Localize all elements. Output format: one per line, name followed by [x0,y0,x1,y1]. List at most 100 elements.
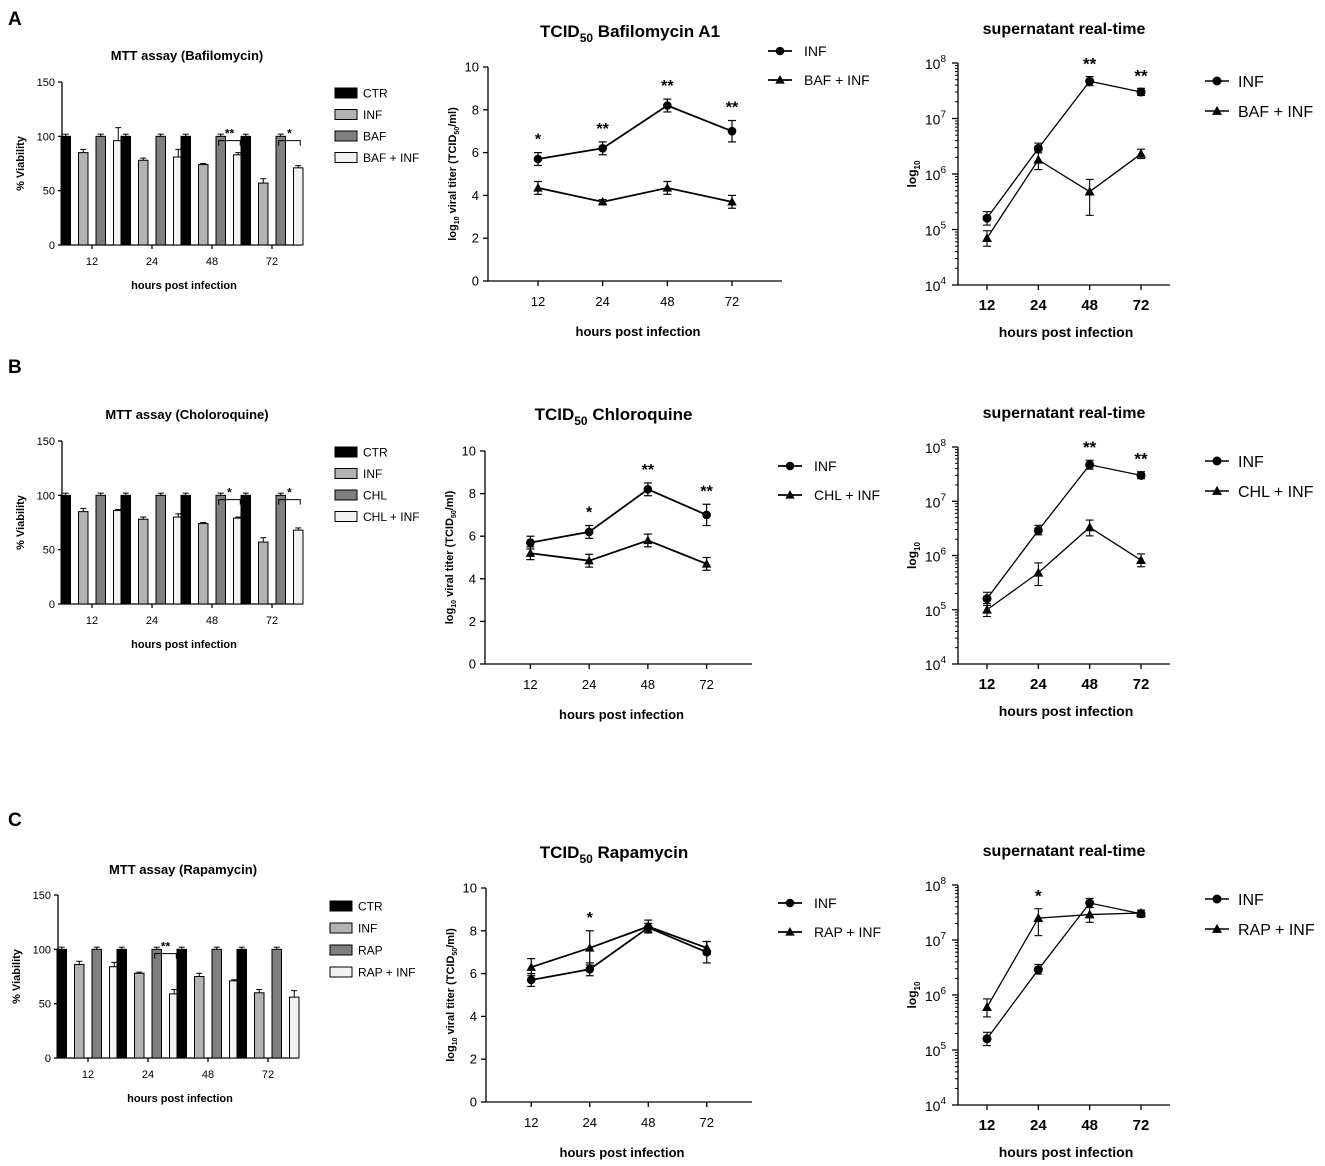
legend-label: INF [363,467,382,481]
chart-title: TCID50 Chloroquine [535,405,693,428]
chart-title: TCID50 Bafilomycin A1 [540,22,720,45]
legend-marker [1212,923,1222,933]
y-axis-label: log10 viral titer (TCID50/ml) [445,928,459,1062]
legend-marker [785,898,795,908]
y-tick-label: 108 [925,54,947,72]
data-point [643,535,653,545]
x-axis-label: hours post infection [999,703,1134,719]
data-point [1033,525,1043,535]
y-tick-label: 106 [925,547,947,565]
chart-title: supernatant real-time [983,405,1146,422]
legend-label: CHL + INF [1238,484,1314,501]
bar [60,135,71,246]
y-tick-label: 50 [39,999,51,1011]
bar [120,494,131,605]
realtime-log-chart: supernatant real-time 104 105 106 107 108 12 24… [905,405,1314,719]
bar [211,948,222,1059]
data-point [727,126,737,136]
bar [60,494,71,605]
x-tick-label: 12 [86,256,98,268]
bar [275,135,286,246]
x-tick-label: 48 [641,1115,655,1130]
legend-marker [775,75,785,84]
data-point [1084,186,1095,196]
y-tick-label: 104 [925,276,947,294]
y-tick-label: 107 [925,931,947,949]
data-point [1085,460,1095,470]
x-tick-label: 48 [641,677,655,692]
series-line [986,153,1142,239]
legend-swatch [334,130,358,142]
bar [95,135,106,246]
panel-letter: B [8,357,22,378]
x-tick-label: 24 [595,294,609,309]
legend-label: BAF [363,130,386,144]
data-point [702,943,712,952]
legend-label: INF [1238,454,1264,471]
x-tick-label: 12 [979,676,996,693]
bar [236,948,247,1059]
y-tick-label: 50 [43,186,55,198]
legend-label: RAP + INF [814,924,881,940]
x-tick-label: 24 [582,677,596,692]
legend-label: RAP + INF [358,966,415,980]
data-point [643,485,653,494]
x-tick-label: 24 [146,256,158,268]
y-axis-label: log10 [905,542,922,569]
legend-swatch [334,468,358,479]
data-point [525,548,536,557]
y-axis-label: log10 [905,160,922,187]
data-point [1084,522,1095,532]
y-tick-label: 0 [470,1095,477,1110]
chart-title: TCID50 Rapamycin [540,843,688,866]
data-point [533,183,543,192]
data-point [526,962,536,971]
x-tick-label: 24 [1030,676,1047,693]
bar [180,494,191,605]
y-tick-label: 2 [470,1052,477,1067]
data-point [1033,965,1043,975]
significance-bracket [218,499,241,505]
legend-label: CTR [363,446,388,460]
y-tick-label: 8 [472,102,479,117]
legend-marker [1212,105,1222,115]
y-axis-label: log10 viral titer (TCID50/ml) [444,490,458,624]
x-tick-label: 48 [206,615,218,627]
y-tick-label: 6 [472,145,479,160]
y-tick-label: 107 [925,492,947,510]
x-tick-label: 48 [660,294,674,309]
series-line [986,902,1142,1040]
legend-marker [1212,456,1222,466]
bar [240,494,251,605]
x-axis-label: hours post infection [131,639,237,651]
legend-label: BAF + INF [804,72,870,88]
y-tick-label: 108 [925,876,947,894]
legend-label: CHL [363,489,387,503]
x-tick-label: 12 [82,1069,94,1081]
x-tick-label: 24 [583,1115,597,1130]
x-tick-label: 12 [523,677,537,692]
data-point [1033,912,1044,922]
legend-swatch [329,944,353,956]
legend-label: INF [814,895,837,911]
series-line [531,926,708,981]
x-tick-label: 72 [266,615,278,627]
realtime-log-chart: supernatant real-time 104 105 106 107 108 12 24… [905,21,1313,340]
data-point [1136,470,1146,480]
significance-label: ** [700,483,713,500]
bar [215,494,226,605]
y-tick-label: 105 [925,601,947,619]
x-tick-label: 12 [531,294,545,309]
legend-swatch [329,900,353,912]
legend-marker [785,927,795,936]
x-axis-label: hours post infection [560,1145,685,1160]
data-point [584,555,594,565]
data-point [1085,898,1095,908]
series-line [530,925,708,969]
mtt-bar-chart: MTT assay (Choloroquine) 0 50 100 150 12 24 48 7… [15,407,420,651]
series-line [986,912,1142,1008]
legend-label: BAF + INF [1238,104,1313,121]
bar [56,948,67,1059]
significance-label: ** [225,127,235,141]
x-tick-label: 72 [1133,1117,1150,1134]
